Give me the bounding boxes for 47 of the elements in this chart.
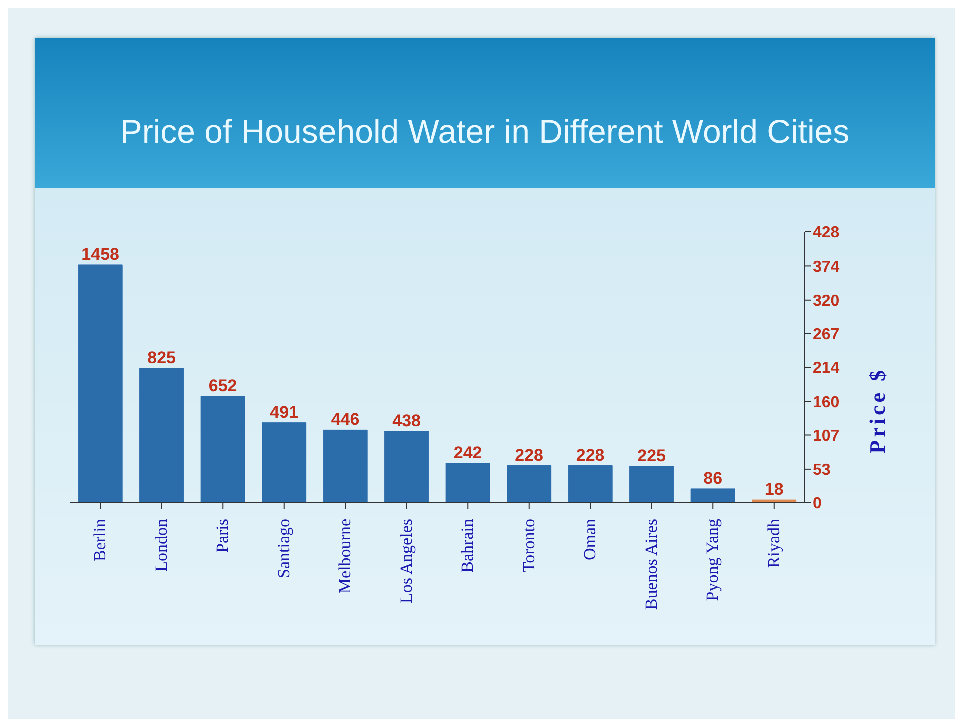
y2-tick-label: 107 [813,428,840,445]
bar [384,431,430,503]
x-tick-label: Buenos Aires [642,519,661,610]
x-tick-label: Berlin [90,518,110,562]
bar [690,488,736,503]
x-tick-label: Los Angeles [396,519,416,604]
y2-tick-label: 428 [813,224,840,242]
x-tick-label: Riyadh [764,518,784,568]
bar [200,396,246,503]
y2-tick-label: 53 [813,462,831,480]
bar [262,422,307,503]
x-tick-label: Paris [213,519,232,553]
chart-title: Price of Household Water in Different World Cities [119,113,851,151]
x-tick-label: Toronto [519,519,538,573]
data-label: 228 [515,446,544,465]
y2-tick-label: 214 [813,360,840,378]
bar [323,430,368,503]
data-label: 491 [270,402,299,422]
x-tick-label: Bahrain [458,518,478,573]
x-tick-label: Pyong Yang [703,518,722,602]
bar [752,500,797,503]
bar [630,466,674,503]
y2-tick-label: 374 [813,258,840,276]
data-label: 1458 [82,244,120,264]
bar [140,368,184,503]
y2-tick-label: 267 [813,326,840,344]
bar [78,264,123,503]
data-label: 228 [576,446,605,465]
data-label: 18 [764,480,784,500]
y2-tick-label: 320 [813,293,840,310]
x-tick-label: London [152,518,171,572]
data-label: 446 [331,410,360,430]
x-tick-label: Melbourne [336,519,355,594]
data-label: 86 [704,468,723,488]
bar [446,463,490,503]
data-label: 225 [638,446,666,466]
bar [568,466,613,503]
y2-tick-label: 160 [813,394,840,412]
data-label: 825 [148,348,176,368]
x-tick-label: Oman [580,518,600,561]
data-label: 438 [392,411,422,430]
y2-axis-title: Price $ [864,368,890,454]
x-tick-label: Santiago [274,519,294,578]
data-label: 242 [454,443,482,462]
data-label: 652 [208,376,238,396]
bar [507,466,552,503]
y2-tick-label: 0 [813,496,822,513]
